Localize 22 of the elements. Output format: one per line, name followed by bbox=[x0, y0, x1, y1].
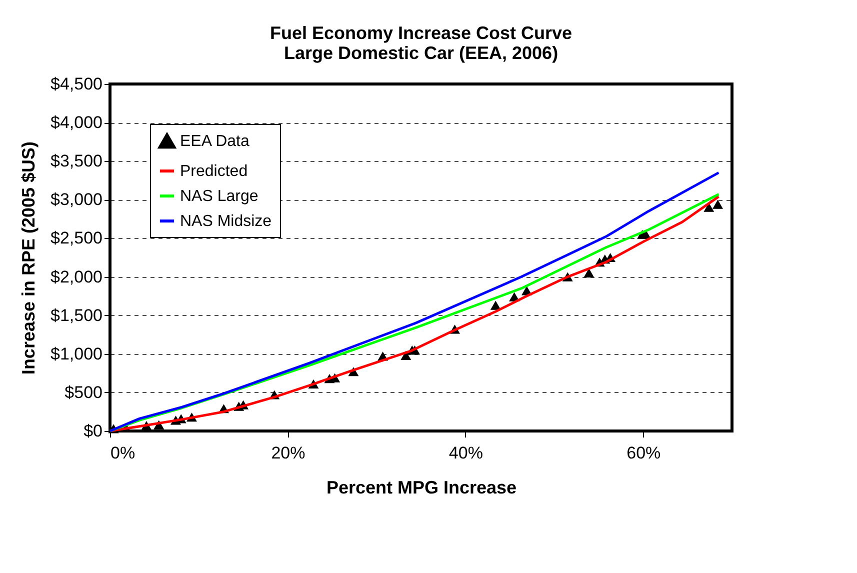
y-tick-label: $1,500 bbox=[50, 306, 102, 325]
legend-label: NAS Large bbox=[180, 188, 258, 205]
legend-label: NAS Midsize bbox=[180, 213, 272, 230]
y-tick-label: $2,500 bbox=[50, 228, 102, 248]
text: Fuel Economy Increase Cost Curve bbox=[270, 23, 572, 43]
y-tick-label: $500 bbox=[64, 382, 102, 402]
x-tick-label: 0% bbox=[110, 444, 136, 462]
legend-label: Predicted bbox=[180, 163, 248, 180]
text: Large Domestic Car (EEA, 2006) bbox=[284, 43, 558, 63]
x-axis-title: Percent MPG Increase bbox=[326, 478, 517, 498]
y-tick-label: $2,000 bbox=[50, 267, 102, 286]
legend-label: EEA Data bbox=[180, 133, 250, 150]
x-tick-label: 40% bbox=[448, 444, 483, 462]
x-tick-label: 60% bbox=[626, 444, 661, 462]
y-tick-label: $4,000 bbox=[50, 113, 102, 132]
y-tick-label: $3,000 bbox=[50, 190, 102, 210]
y-axis-title: Increase in RPE (2005 $US) bbox=[18, 141, 39, 375]
y-tick-label: $1,000 bbox=[50, 344, 102, 364]
y-tick-label: $3,500 bbox=[50, 152, 102, 171]
y-tick-label: $4,500 bbox=[50, 74, 102, 94]
x-tick-label: 20% bbox=[271, 444, 306, 462]
y-tick-label: $0 bbox=[84, 422, 102, 440]
